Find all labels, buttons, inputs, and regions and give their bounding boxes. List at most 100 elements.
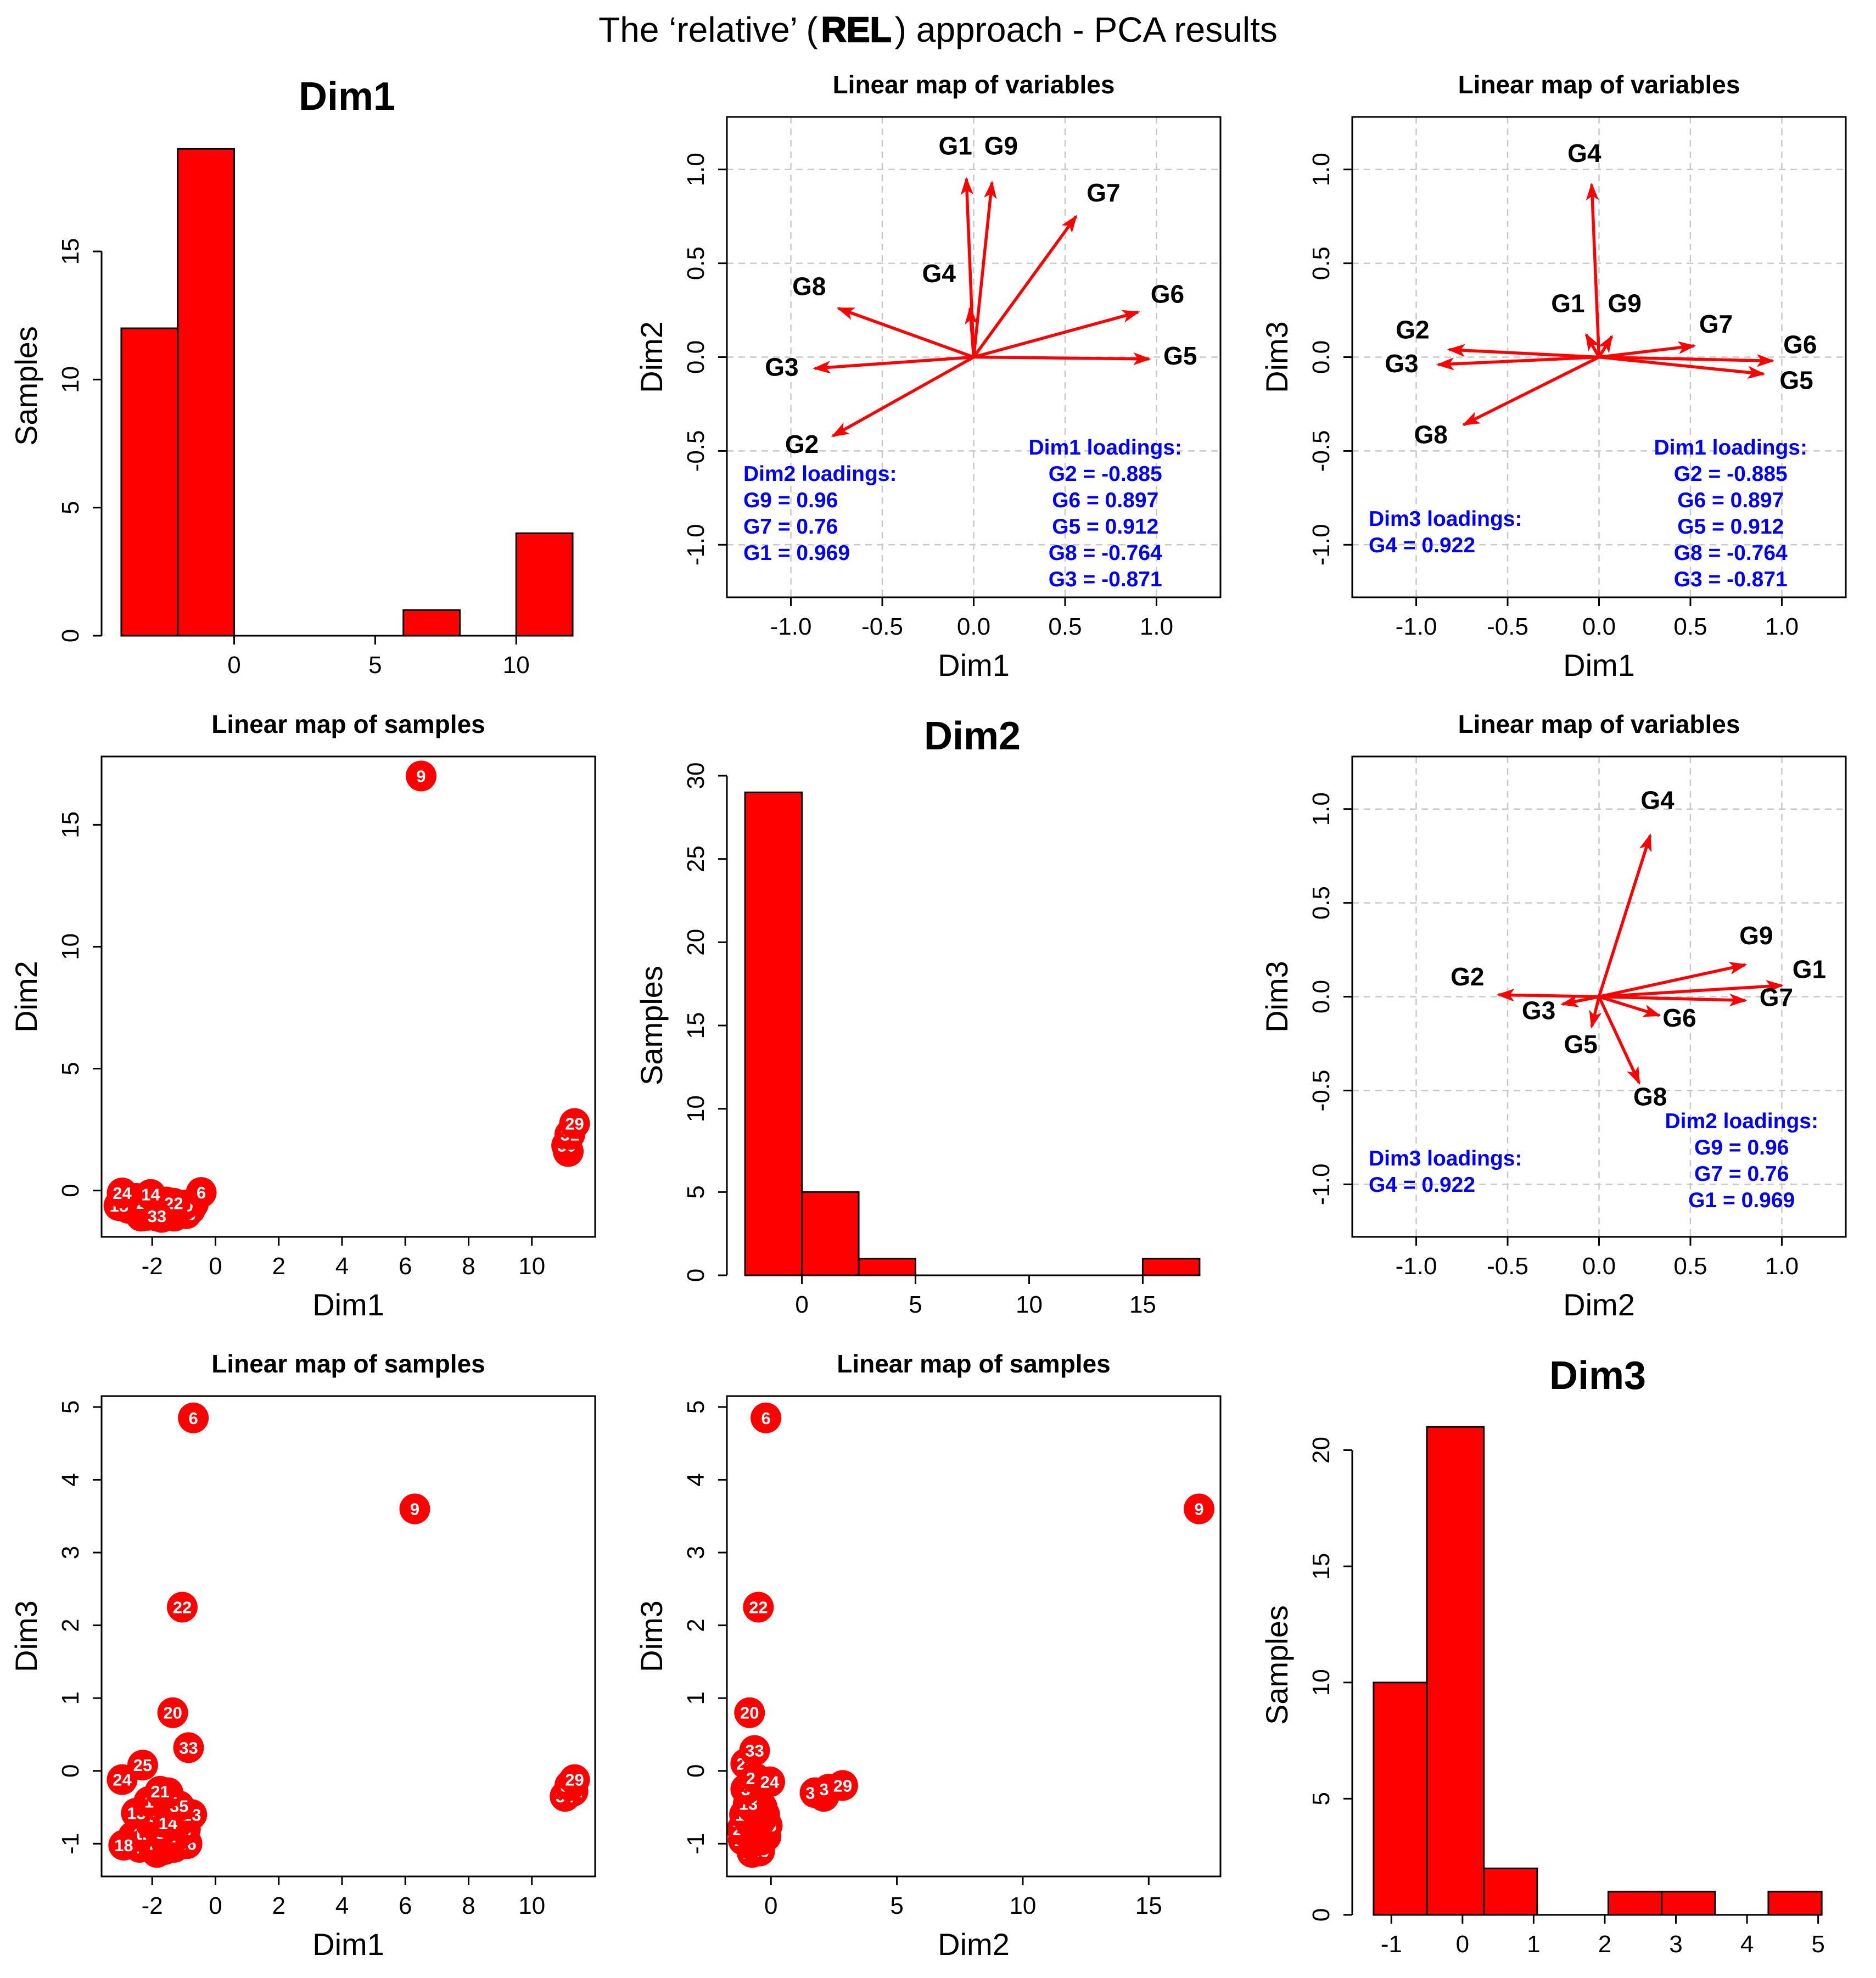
svg-text:1.0: 1.0 [1308,792,1335,826]
svg-text:0: 0 [764,1892,777,1919]
svg-text:G6 = 0.897: G6 = 0.897 [1677,489,1784,512]
svg-text:1.0: 1.0 [1308,153,1335,186]
svg-text:25: 25 [682,845,709,872]
svg-text:Linear map of samples: Linear map of samples [211,710,485,738]
svg-text:10: 10 [57,366,84,393]
svg-text:24: 24 [760,1773,780,1792]
svg-text:Dim3: Dim3 [1549,1354,1646,1398]
svg-text:G2: G2 [1396,315,1429,344]
svg-text:Dim1 loadings:: Dim1 loadings: [1654,436,1807,460]
svg-text:15: 15 [57,238,84,265]
svg-text:0: 0 [57,1184,84,1197]
svg-text:29: 29 [565,1114,584,1133]
svg-text:0: 0 [682,1269,709,1282]
hist-dim1-panel: Dim1 0 5 10 0 5 10 15 Samples [0,59,625,699]
svg-text:5: 5 [1308,1792,1335,1805]
svg-text:Dim1: Dim1 [312,1927,384,1962]
svg-text:15: 15 [1308,1553,1335,1580]
svg-text:Dim2: Dim2 [1563,1287,1635,1322]
svg-text:G3 = -0.871: G3 = -0.871 [1674,568,1788,591]
svg-text:G3: G3 [765,353,798,382]
svg-text:1: 1 [57,1691,84,1705]
svg-text:0.0: 0.0 [682,340,709,374]
svg-text:G9: G9 [1608,289,1641,317]
svg-text:4: 4 [682,1473,709,1486]
svg-text:6: 6 [761,1409,770,1428]
svg-text:G3: G3 [1522,996,1555,1025]
svg-text:24: 24 [113,1770,132,1790]
svg-text:G4: G4 [1567,139,1601,167]
svg-text:6: 6 [399,1892,412,1919]
svg-text:15: 15 [1129,1291,1156,1318]
svg-text:0.5: 0.5 [1673,613,1707,640]
svg-text:G9 = 0.96: G9 = 0.96 [1694,1136,1789,1159]
svg-text:G5 = 0.912: G5 = 0.912 [1052,515,1158,539]
svg-text:3: 3 [57,1546,84,1559]
svg-text:G1: G1 [1793,955,1826,983]
svg-text:-1: -1 [57,1833,84,1854]
svg-text:G7: G7 [1087,178,1120,207]
svg-text:-0.5: -0.5 [861,613,903,640]
svg-text:G9 = 0.96: G9 = 0.96 [743,489,838,512]
svg-text:G9: G9 [1739,921,1773,950]
svg-text:0.0: 0.0 [1582,1253,1616,1280]
svg-text:G8: G8 [1633,1083,1667,1111]
svg-text:3: 3 [1669,1931,1682,1958]
svg-text:22: 22 [749,1598,768,1617]
svg-text:6: 6 [399,1253,412,1280]
svg-text:-2: -2 [142,1892,163,1919]
svg-text:2: 2 [272,1892,285,1919]
svg-text:0.0: 0.0 [1308,340,1335,374]
svg-text:Dim3: Dim3 [634,1600,669,1672]
svg-text:Dim1 loadings:: Dim1 loadings: [1028,436,1182,460]
svg-text:4: 4 [1740,1931,1754,1958]
svg-text:20: 20 [740,1704,759,1723]
svg-text:-0.5: -0.5 [682,430,709,472]
svg-text:G8: G8 [1414,421,1447,449]
svg-text:-1.0: -1.0 [1308,524,1335,565]
svg-text:0: 0 [795,1291,808,1318]
svg-text:-0.5: -0.5 [1487,613,1528,640]
svg-text:G1: G1 [939,131,972,160]
svg-text:5: 5 [682,1185,709,1198]
svg-text:2: 2 [272,1253,285,1280]
variables-dim1-dim2-panel: Linear map of variables G1 G9 G7 G4 G8 G6 G5 G3 G… [625,59,1251,699]
svg-text:Linear map of samples: Linear map of samples [837,1349,1111,1378]
svg-text:20: 20 [163,1704,182,1723]
svg-text:G8 = -0.764: G8 = -0.764 [1674,541,1788,565]
svg-text:20: 20 [1308,1437,1335,1464]
svg-text:G6: G6 [1151,279,1184,308]
svg-text:10: 10 [1308,1669,1335,1696]
hist-dim1-svg: Dim1 0 5 10 0 5 10 15 Samples [9,75,574,679]
svg-text:Dim3: Dim3 [1259,961,1294,1033]
svg-text:G7: G7 [1760,983,1793,1012]
svg-text:Dim1: Dim1 [938,648,1010,682]
svg-text:G7 = 0.76: G7 = 0.76 [1694,1162,1789,1186]
svg-text:15: 15 [1135,1892,1162,1919]
page-title: The ‘relative’ (REL) approach - PCA resu… [0,0,1876,59]
svg-text:G8: G8 [792,272,826,301]
samples-dim1-dim3-panel: Linear map of samples2719262873641531281… [0,1338,625,1978]
variables-dim1-dim3-svg: Linear map of variables G4 G1 G9 G7 G6 G5 G2 G3 G… [1259,70,1847,682]
svg-text:0: 0 [209,1892,222,1919]
samples-dim1-dim2-panel: Linear map of samples3617232119264271028… [0,699,625,1338]
svg-text:29: 29 [833,1776,852,1795]
svg-text:Dim2: Dim2 [9,961,43,1033]
svg-text:-2: -2 [142,1253,163,1280]
svg-text:0: 0 [57,1764,84,1778]
svg-text:Dim3: Dim3 [1259,321,1294,393]
svg-text:Samples: Samples [9,326,43,446]
page-title-suffix: ) approach - PCA results [894,10,1278,49]
svg-text:G2 = -0.885: G2 = -0.885 [1674,462,1788,486]
svg-text:Dim2 loadings:: Dim2 loadings: [743,462,897,486]
svg-text:9: 9 [416,767,425,786]
hist-dim3-panel: Dim3 -1 0 1 2 3 4 5 0 5 10 15 20 Samples [1251,1338,1876,1978]
svg-text:15: 15 [682,1012,709,1039]
svg-text:G6: G6 [1662,1004,1696,1032]
variables-dim1-dim2-svg: Linear map of variables G1 G9 G7 G4 G8 G6 G5 G3 G… [634,70,1222,682]
svg-text:-1: -1 [682,1833,709,1854]
svg-text:0: 0 [227,652,240,679]
svg-text:Dim1: Dim1 [1563,648,1635,682]
svg-text:-1: -1 [1381,1931,1402,1958]
